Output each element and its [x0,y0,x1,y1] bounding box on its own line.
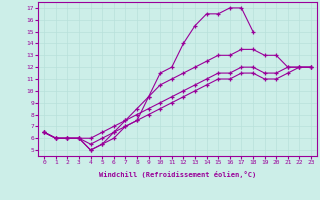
X-axis label: Windchill (Refroidissement éolien,°C): Windchill (Refroidissement éolien,°C) [99,171,256,178]
